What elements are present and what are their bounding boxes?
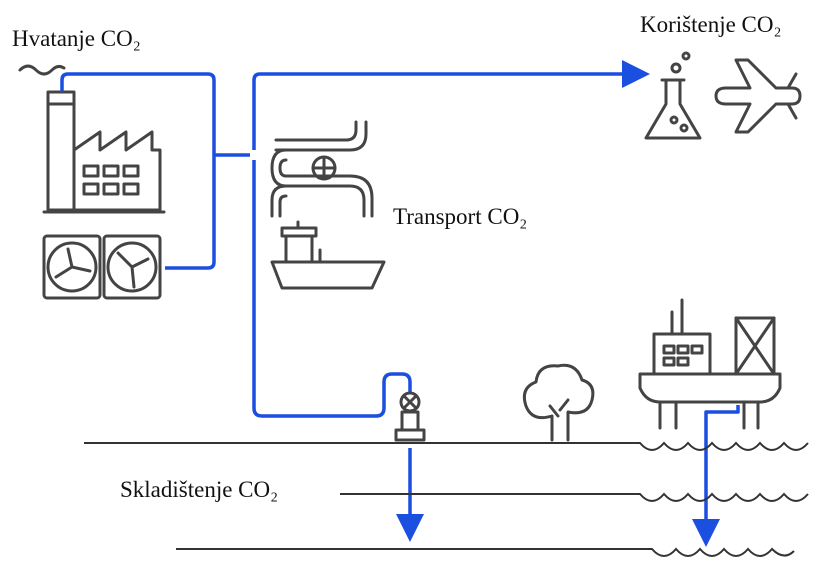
- wellhead-icon: [396, 393, 424, 440]
- platform-icon: [640, 300, 780, 428]
- ship-icon: [272, 222, 384, 288]
- transport-label: Transport CO₂: [393, 204, 527, 229]
- ccus-diagram: Hvatanje CO₂ Korištenje CO₂ Transport CO…: [0, 0, 823, 566]
- storage-label: Skladištenje CO₂: [120, 477, 278, 502]
- plane-icon: [716, 60, 800, 132]
- flask-icon: [646, 53, 700, 138]
- utilization-label: Korištenje CO₂: [640, 12, 782, 37]
- fans-icon: [44, 236, 160, 298]
- factory-icon: [20, 66, 164, 212]
- capture-label: Hvatanje CO₂: [12, 26, 141, 51]
- tree-icon: [524, 365, 593, 440]
- co2-flows: [62, 74, 738, 533]
- pipeline-icon: [272, 122, 372, 216]
